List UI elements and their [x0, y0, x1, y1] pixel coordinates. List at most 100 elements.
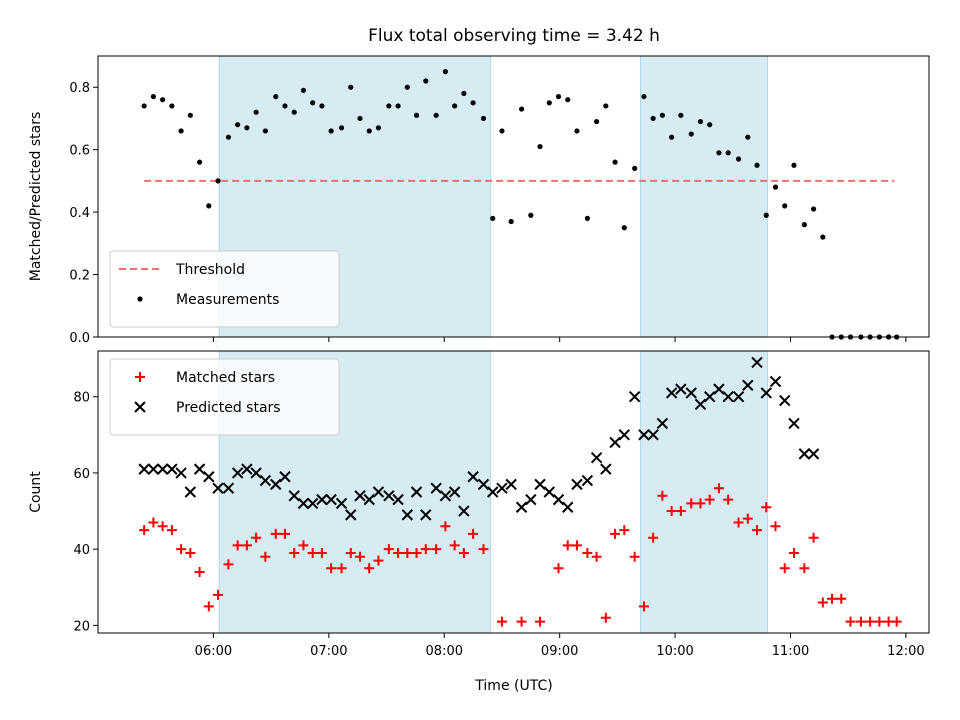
- matched-point: [449, 540, 460, 551]
- measurement-point: [413, 112, 420, 118]
- measurement-point: [273, 93, 279, 100]
- measurement-point: [395, 103, 401, 109]
- predicted-point: [184, 486, 197, 498]
- measurement-point: [565, 97, 571, 103]
- predicted-point: [704, 391, 716, 403]
- measurement-point: [528, 212, 534, 218]
- x-tick-label: 12:00: [887, 644, 924, 659]
- measurement-point: [490, 215, 496, 221]
- measurement-point: [801, 222, 807, 228]
- matched-point: [232, 540, 243, 551]
- measurement-point: [169, 103, 175, 109]
- matched-point: [270, 528, 281, 539]
- predicted-point: [203, 471, 215, 483]
- predicted-point: [525, 493, 537, 506]
- matched-point: [326, 563, 337, 574]
- legend-label: Measurements: [176, 292, 279, 308]
- matched-point: [695, 498, 706, 509]
- matched-point: [666, 506, 677, 517]
- matched-point: [799, 563, 810, 574]
- measurement-point: [300, 87, 307, 93]
- measurement-point: [338, 125, 345, 131]
- measurement-point: [178, 128, 184, 134]
- predicted-point: [288, 490, 300, 502]
- matched-point: [704, 494, 715, 505]
- matched-point: [176, 544, 187, 555]
- predicted-point: [600, 463, 612, 475]
- matched-point: [562, 540, 573, 551]
- matched-point: [440, 521, 451, 532]
- matched-point: [675, 506, 686, 517]
- legend-label: Matched stars: [176, 370, 275, 386]
- measurement-point: [253, 109, 259, 115]
- matched-point: [845, 616, 856, 627]
- predicted-point: [156, 463, 169, 475]
- matched-point: [535, 616, 546, 627]
- predicted-point: [742, 379, 754, 392]
- predicted-point: [609, 436, 621, 449]
- measurement-point: [555, 93, 562, 100]
- matched-point: [157, 521, 168, 532]
- predicted-point: [515, 501, 528, 513]
- predicted-point: [250, 467, 262, 479]
- measurement-point: [735, 156, 742, 162]
- measurement-point: [574, 128, 580, 134]
- predicted-point: [241, 463, 253, 475]
- predicted-point: [656, 417, 669, 430]
- predicted-point: [732, 391, 745, 403]
- matched-point: [761, 502, 772, 513]
- predicted-point: [760, 387, 772, 399]
- matched-point: [298, 540, 309, 551]
- measurement-point: [215, 178, 221, 184]
- measurement-point: [772, 184, 779, 190]
- measurement-point: [546, 100, 552, 106]
- measurement-point: [235, 122, 241, 128]
- axes-frame: [97, 55, 930, 338]
- measurement-point: [386, 103, 392, 109]
- predicted-point: [628, 391, 641, 403]
- predicted-point: [543, 486, 555, 498]
- measurement-point: [328, 128, 334, 134]
- matched-point: [865, 616, 876, 627]
- matched-point: [855, 616, 866, 627]
- measurement-point: [366, 128, 372, 134]
- predicted-point: [675, 383, 687, 395]
- measurement-point: [641, 93, 647, 100]
- predicted-point: [193, 463, 206, 475]
- predicted-point: [212, 482, 224, 494]
- measurement-point: [508, 218, 514, 225]
- x-tick-label: 06:00: [195, 644, 232, 659]
- predicted-point: [647, 429, 659, 441]
- measurement-point: [603, 103, 609, 109]
- predicted-point: [372, 486, 385, 498]
- measurement-point: [688, 131, 694, 137]
- matched-point: [733, 517, 744, 528]
- shaded-interval-1: [639, 350, 768, 634]
- matched-point: [610, 528, 621, 539]
- matched-point: [393, 547, 404, 558]
- predicted-point: [590, 451, 603, 464]
- x-axis-label: Time (UTC): [474, 678, 552, 694]
- y-axis-label: Matched/Predicted stars: [28, 112, 44, 282]
- matched-point: [648, 532, 659, 543]
- measurement-point: [282, 103, 288, 109]
- legend-label: Threshold: [175, 262, 245, 278]
- measurement-point: [141, 103, 147, 109]
- matched-point: [354, 551, 365, 562]
- matched-point: [686, 498, 697, 509]
- measurement-point: [423, 78, 429, 84]
- measurement-point: [678, 112, 684, 118]
- predicted-point: [270, 478, 282, 491]
- matched-point: [874, 616, 885, 627]
- measurement-point: [206, 203, 212, 209]
- matched-point: [213, 589, 224, 600]
- x-tick-label: 07:00: [310, 644, 347, 659]
- predicted-point: [383, 490, 395, 502]
- measurement-point: [650, 115, 656, 122]
- measurement-point: [291, 109, 297, 115]
- matched-point: [713, 483, 724, 494]
- predicted-point: [685, 387, 697, 399]
- y-tick-label: 0.8: [69, 81, 90, 96]
- predicted-point: [571, 478, 583, 491]
